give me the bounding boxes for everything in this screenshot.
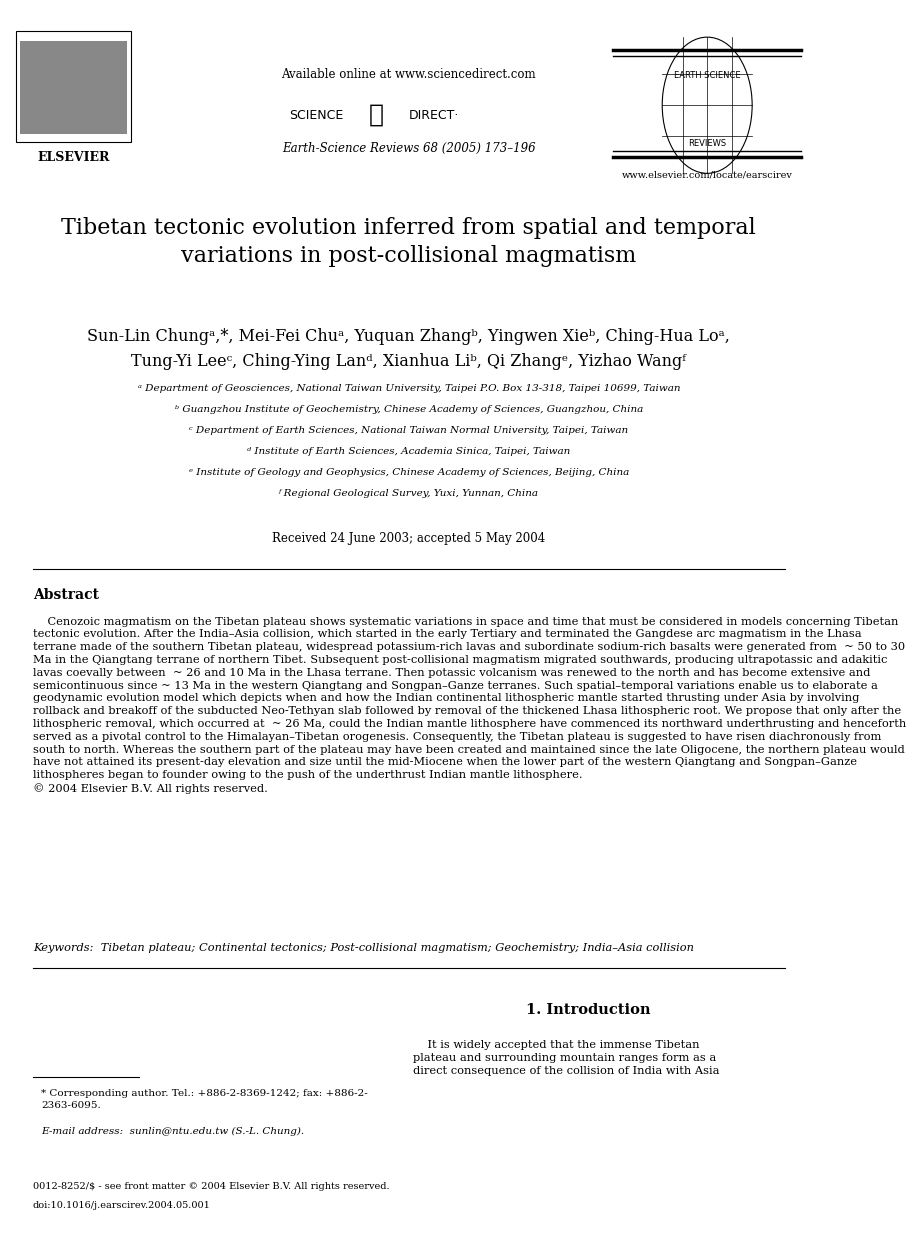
Text: * Corresponding author. Tel.: +886-2-8369-1242; fax: +886-2-
2363-6095.: * Corresponding author. Tel.: +886-2-836… xyxy=(41,1089,367,1109)
Text: SCIENCE: SCIENCE xyxy=(289,109,344,123)
Text: DIRECT·: DIRECT· xyxy=(409,109,459,123)
Text: Earth-Science Reviews 68 (2005) 173–196: Earth-Science Reviews 68 (2005) 173–196 xyxy=(282,142,536,156)
Text: E-mail address:  sunlin@ntu.edu.tw (S.-L. Chung).: E-mail address: sunlin@ntu.edu.tw (S.-L.… xyxy=(41,1127,304,1135)
Text: Tibetan tectonic evolution inferred from spatial and temporal
variations in post: Tibetan tectonic evolution inferred from… xyxy=(62,217,756,267)
Text: EARTH SCIENCE: EARTH SCIENCE xyxy=(674,71,740,79)
Text: Abstract: Abstract xyxy=(33,588,99,602)
Text: ⓐ: ⓐ xyxy=(368,103,384,126)
Text: ᵃ Department of Geosciences, National Taiwan University, Taipei P.O. Box 13-318,: ᵃ Department of Geosciences, National Ta… xyxy=(138,384,680,392)
Text: Available online at www.sciencedirect.com: Available online at www.sciencedirect.co… xyxy=(281,68,536,82)
Text: ᵇ Guangzhou Institute of Geochemistry, Chinese Academy of Sciences, Guangzhou, C: ᵇ Guangzhou Institute of Geochemistry, C… xyxy=(175,405,643,413)
Text: 0012-8252/$ - see front matter © 2004 Elsevier B.V. All rights reserved.: 0012-8252/$ - see front matter © 2004 El… xyxy=(33,1182,389,1191)
Text: www.elsevier.com/locate/earscirev: www.elsevier.com/locate/earscirev xyxy=(622,171,793,180)
Text: Sun-Lin Chungᵃ,*, Mei-Fei Chuᵃ, Yuquan Zhangᵇ, Yingwen Xieᵇ, Ching-Hua Loᵃ,: Sun-Lin Chungᵃ,*, Mei-Fei Chuᵃ, Yuquan Z… xyxy=(87,328,730,345)
FancyBboxPatch shape xyxy=(16,31,131,142)
Text: Cenozoic magmatism on the Tibetan plateau shows systematic variations in space a: Cenozoic magmatism on the Tibetan platea… xyxy=(33,617,906,794)
Text: ᵈ Institute of Earth Sciences, Academia Sinica, Taipei, Taiwan: ᵈ Institute of Earth Sciences, Academia … xyxy=(247,447,571,456)
Text: ᶜ Department of Earth Sciences, National Taiwan Normal University, Taipei, Taiwa: ᶜ Department of Earth Sciences, National… xyxy=(190,426,629,435)
Text: Tung-Yi Leeᶜ, Ching-Ying Lanᵈ, Xianhua Liᵇ, Qi Zhangᵉ, Yizhao Wangᶠ: Tung-Yi Leeᶜ, Ching-Ying Lanᵈ, Xianhua L… xyxy=(132,353,687,370)
Text: Keywords:  Tibetan plateau; Continental tectonics; Post-collisional magmatism; G: Keywords: Tibetan plateau; Continental t… xyxy=(33,943,694,953)
Text: ᵉ Institute of Geology and Geophysics, Chinese Academy of Sciences, Beijing, Chi: ᵉ Institute of Geology and Geophysics, C… xyxy=(189,468,629,477)
Text: doi:10.1016/j.earscirev.2004.05.001: doi:10.1016/j.earscirev.2004.05.001 xyxy=(33,1201,210,1210)
Text: ELSEVIER: ELSEVIER xyxy=(37,151,110,165)
Text: Received 24 June 2003; accepted 5 May 2004: Received 24 June 2003; accepted 5 May 20… xyxy=(272,532,545,546)
FancyBboxPatch shape xyxy=(21,41,127,134)
Text: REVIEWS: REVIEWS xyxy=(688,139,727,147)
Text: 1. Introduction: 1. Introduction xyxy=(526,1003,651,1016)
Text: ᶠ Regional Geological Survey, Yuxi, Yunnan, China: ᶠ Regional Geological Survey, Yuxi, Yunn… xyxy=(278,489,539,498)
Text: It is widely accepted that the immense Tibetan
plateau and surrounding mountain : It is widely accepted that the immense T… xyxy=(413,1040,719,1076)
